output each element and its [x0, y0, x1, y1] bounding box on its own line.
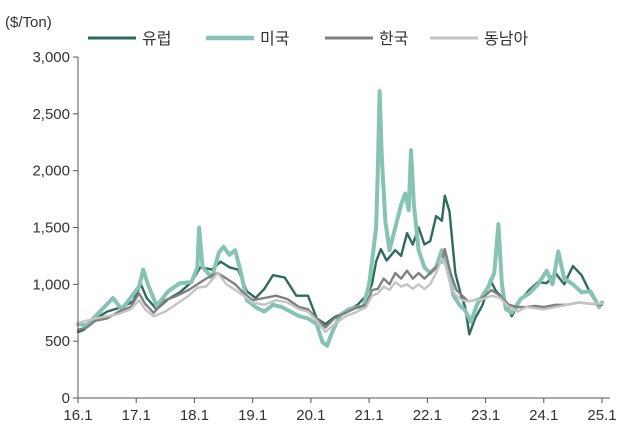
y-tick-label: 2,500	[32, 106, 70, 123]
x-tick-label: 17.1	[122, 407, 151, 424]
x-tick-label: 21.1	[355, 407, 384, 424]
legend-label-0: 유럽	[142, 29, 171, 48]
y-tick-label: 500	[45, 333, 70, 350]
x-tick-label: 25.1	[587, 407, 616, 424]
y-tick-label: 0	[62, 390, 70, 407]
y-tick-label: 3,000	[32, 49, 70, 66]
series-layer	[76, 89, 604, 348]
x-tick-label: 23.1	[471, 407, 500, 424]
x-tick-label: 20.1	[296, 407, 325, 424]
x-axis-ticks: 16.1 17.1 18.1 19.1 20.1 21.1 22.1 23.1 24.1 25.1	[63, 398, 617, 424]
legend: 유럽 미국 한국 동남아	[88, 29, 528, 48]
legend-label-1: 미국	[260, 29, 289, 48]
series-line-2	[76, 247, 604, 331]
y-tick-label: 2,000	[32, 163, 70, 180]
x-tick-label: 16.1	[63, 407, 92, 424]
x-tick-label: 22.1	[413, 407, 442, 424]
y-tick-label: 1,500	[32, 220, 70, 237]
y-axis-ticks: 0 500 1,000 1,500 2,000 2,500 3,000	[32, 49, 78, 407]
legend-label-2: 한국	[379, 29, 408, 48]
x-tick-label: 19.1	[238, 407, 267, 424]
y-tick-label: 1,000	[32, 276, 70, 293]
x-tick-label: 24.1	[529, 407, 558, 424]
series-line-1	[76, 89, 604, 348]
series-line-3	[76, 257, 604, 334]
x-tick-label: 18.1	[180, 407, 209, 424]
y-axis-unit-label: ($/Ton)	[5, 14, 52, 31]
legend-label-3: 동남아	[484, 29, 528, 48]
